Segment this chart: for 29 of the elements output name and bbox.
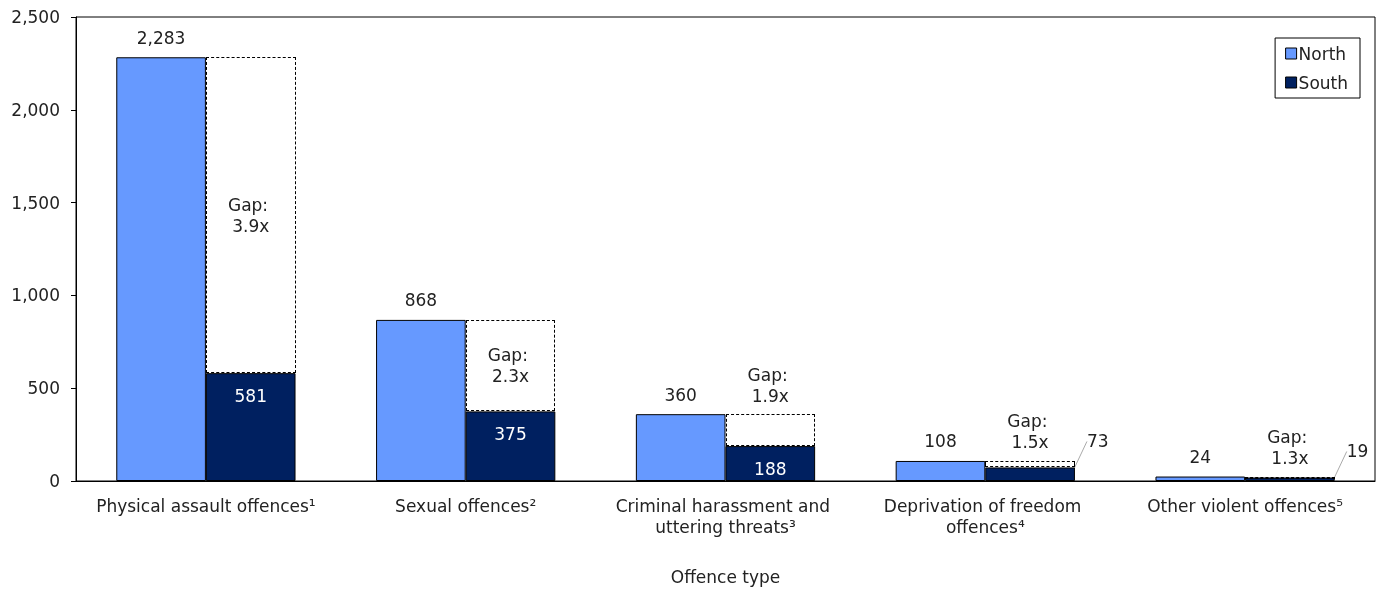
data-label: 360: [664, 384, 697, 405]
legend-label: North: [1298, 43, 1347, 64]
annotation: Gap: 1.5x: [1007, 411, 1053, 453]
data-label: 375: [494, 423, 527, 444]
data-label: 868: [404, 290, 438, 311]
y-tick-label: 1,500: [11, 192, 60, 213]
x-tick-label: Deprivation of freedom offences⁴: [883, 495, 1087, 537]
y-tick-label: 2,000: [11, 99, 60, 120]
data-label: 108: [924, 431, 957, 452]
annotation: Gap: 1.9x: [747, 364, 794, 406]
x-tick-label: Criminal harassment and uttering threats³: [615, 495, 836, 537]
data-label: 19: [1346, 441, 1369, 462]
x-tick-label: Physical assault offences¹: [96, 495, 316, 516]
x-tick-label: Other violent offences⁵: [1147, 495, 1343, 516]
data-label: 2,283: [136, 27, 186, 48]
x-tick-label: Sexual offences²: [395, 495, 537, 516]
y-tick-label: 2,500: [11, 7, 60, 27]
annotation: Gap: 2.3x: [487, 345, 534, 387]
legend-label: South: [1298, 72, 1348, 93]
y-tick-label: 1,000: [11, 285, 60, 306]
annotation: Gap: 3.9x: [227, 194, 274, 236]
y-tick-label: 500: [27, 378, 60, 399]
x-axis-title: Offence type: [670, 566, 781, 587]
data-label: 24: [1189, 447, 1212, 468]
annotation: Gap: 1.3x: [1267, 427, 1313, 469]
data-label: 188: [754, 458, 787, 479]
data-label: 73: [1086, 431, 1109, 452]
y-tick-label: 0: [49, 471, 60, 491]
data-label: 581: [234, 385, 267, 406]
